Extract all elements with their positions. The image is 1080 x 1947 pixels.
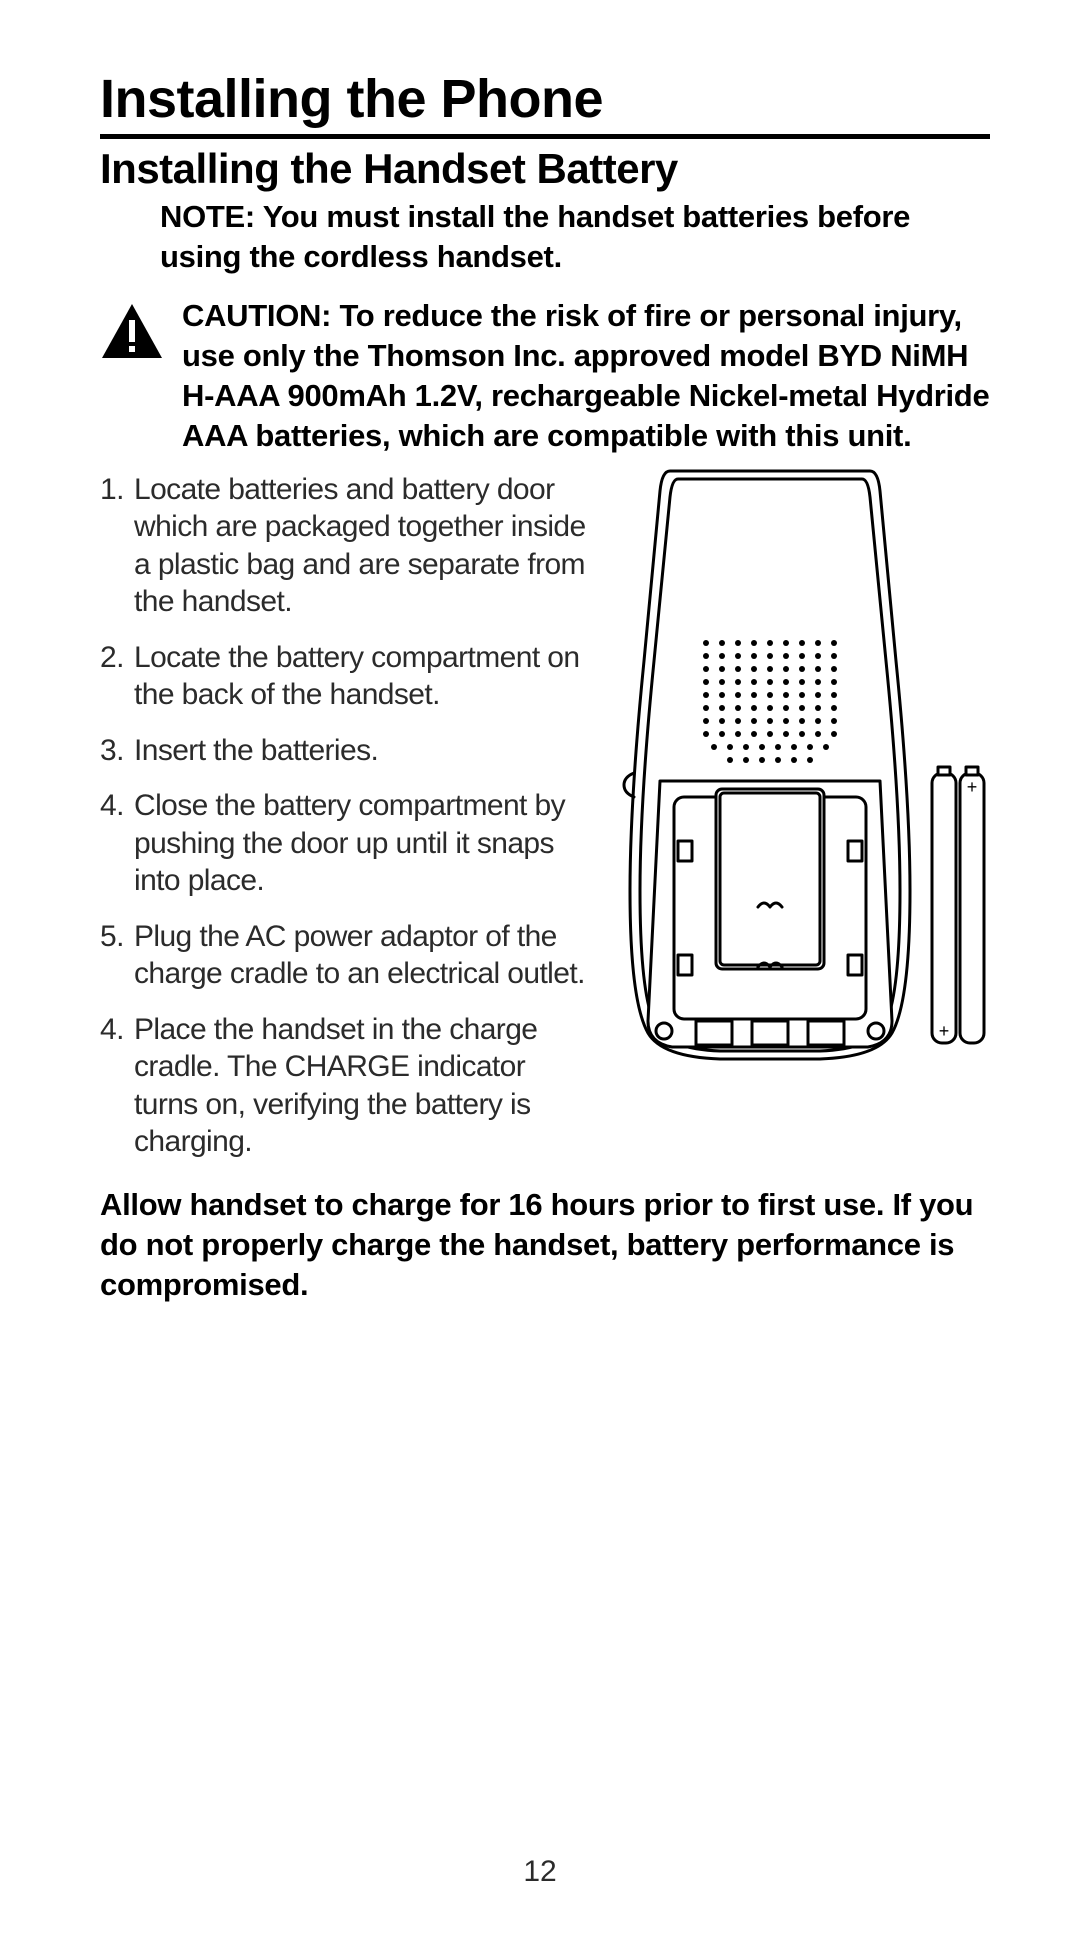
step-item: 2. Locate the battery compartment on the…	[100, 639, 588, 714]
step-number: 3.	[100, 732, 134, 770]
page-main-title: Installing the Phone	[100, 68, 990, 139]
warning-icon	[100, 302, 178, 365]
section-sub-title: Installing the Handset Battery	[100, 145, 990, 193]
step-text: Locate the battery compartment on the ba…	[134, 639, 588, 714]
steps-list: 1. Locate batteries and battery door whi…	[100, 471, 600, 1179]
step-number: 2.	[100, 639, 134, 714]
svg-text:+: +	[967, 777, 978, 797]
step-item: 4. Place the handset in the charge cradl…	[100, 1011, 588, 1161]
step-item: 1. Locate batteries and battery door whi…	[100, 471, 588, 621]
step-text: Locate batteries and battery door which …	[134, 471, 588, 621]
svg-text:+: +	[939, 1021, 950, 1041]
note-text: NOTE: You must install the handset batte…	[160, 197, 990, 278]
closing-note: Allow handset to charge for 16 hours pri…	[100, 1185, 990, 1306]
step-item: 4. Close the battery compartment by push…	[100, 787, 588, 900]
step-number: 1.	[100, 471, 134, 621]
step-item: 5. Plug the AC power adaptor of the char…	[100, 918, 588, 993]
step-number: 5.	[100, 918, 134, 993]
caution-block: CAUTION: To reduce the risk of fire or p…	[100, 296, 990, 457]
page-number: 12	[0, 1855, 1080, 1889]
step-number: 4.	[100, 787, 134, 900]
handset-illustration: + +	[600, 461, 990, 1076]
step-text: Close the battery compartment by pushing…	[134, 787, 588, 900]
step-text: Place the handset in the charge cradle. …	[134, 1011, 588, 1161]
caution-text: CAUTION: To reduce the risk of fire or p…	[178, 296, 990, 457]
step-text: Plug the AC power adaptor of the charge …	[134, 918, 588, 993]
step-item: 3. Insert the batteries.	[100, 732, 588, 770]
step-number: 4.	[100, 1011, 134, 1161]
step-text: Insert the batteries.	[134, 732, 588, 770]
